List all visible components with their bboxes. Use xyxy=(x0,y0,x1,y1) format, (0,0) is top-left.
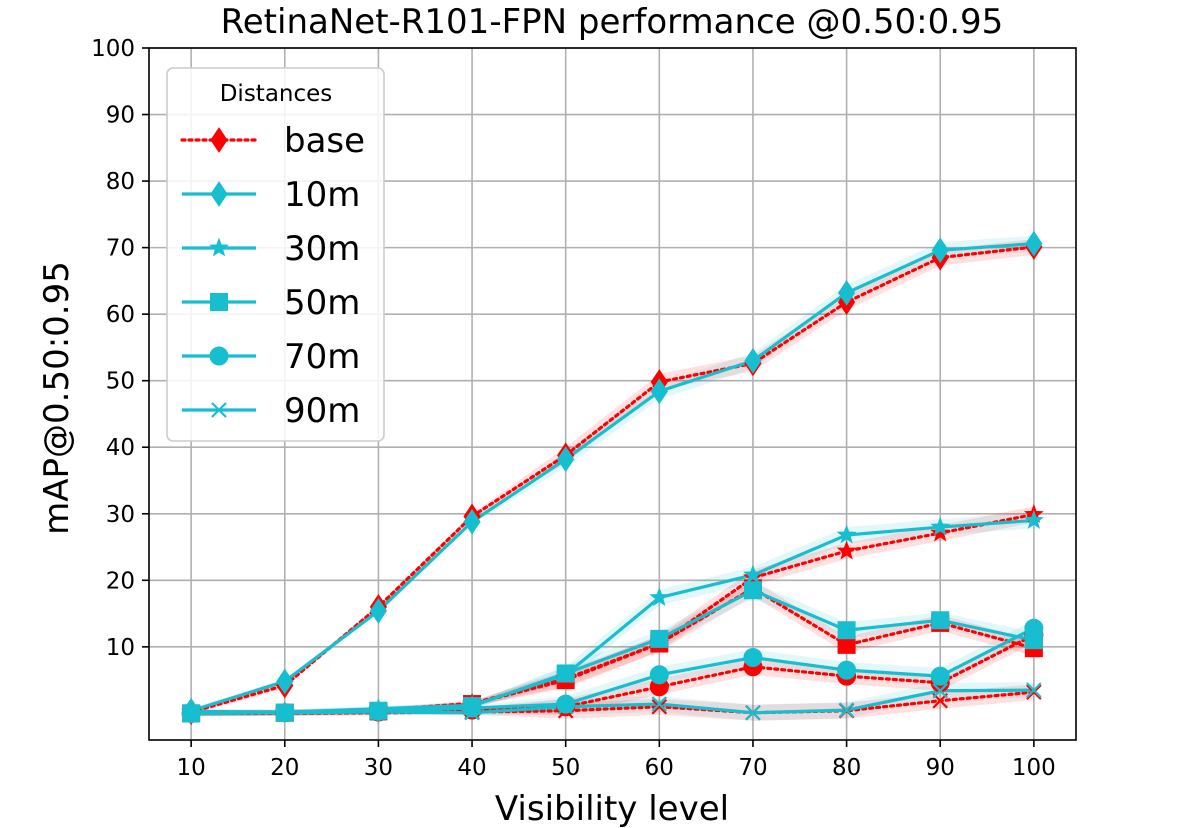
data-point xyxy=(1026,682,1042,698)
data-point xyxy=(745,704,761,721)
y-tick-label: 10 xyxy=(106,635,135,661)
data-point xyxy=(1026,684,1042,700)
legend-label: 50m xyxy=(284,283,360,323)
data-point xyxy=(649,665,669,685)
y-tick-label: 50 xyxy=(106,369,135,395)
y-tick-label: 70 xyxy=(106,236,135,262)
data-point xyxy=(743,581,762,600)
x-tick-label: 100 xyxy=(1012,755,1056,781)
data-point xyxy=(556,664,575,683)
legend: Distances base 10m 30m 50m 70m 90m xyxy=(166,67,385,442)
x-tick-label: 50 xyxy=(551,755,580,781)
y-tick-label: 100 xyxy=(91,36,135,62)
data-point xyxy=(651,696,668,712)
data-point xyxy=(557,446,575,473)
legend-label: 70m xyxy=(284,337,360,377)
data-point xyxy=(836,540,857,560)
data-point xyxy=(651,698,668,715)
series-markers xyxy=(181,230,1044,725)
data-point xyxy=(369,598,388,624)
data-point xyxy=(744,347,762,374)
x-tick-label: 70 xyxy=(738,755,767,781)
data-point xyxy=(836,524,857,544)
data-point xyxy=(650,378,668,405)
series-band xyxy=(191,580,1034,717)
x-tick-label: 20 xyxy=(270,755,299,781)
legend-marker xyxy=(210,127,228,153)
x-axis-label: Visibility level xyxy=(495,789,729,828)
data-point xyxy=(837,279,856,306)
data-point xyxy=(930,666,950,686)
x-tick-label: 10 xyxy=(176,755,205,781)
data-point xyxy=(838,702,855,718)
data-point xyxy=(1024,618,1044,638)
legend-marker xyxy=(210,293,228,311)
y-tick-label: 30 xyxy=(106,502,135,528)
data-point xyxy=(930,516,951,536)
legend-marker xyxy=(209,237,229,257)
x-axis-ticks: 10 20 30 40 50 60 70 80 90 100 xyxy=(176,740,1056,781)
data-point xyxy=(930,522,951,542)
data-point xyxy=(837,660,857,680)
legend-items: base 10m 30m 50m 70m 90m xyxy=(180,121,365,431)
legend-label: base xyxy=(284,121,365,161)
y-tick-label: 60 xyxy=(106,302,135,328)
y-axis-label: mAP@0.50:0.95 xyxy=(37,261,77,535)
data-point xyxy=(650,629,669,648)
data-point xyxy=(931,237,949,264)
data-point xyxy=(370,704,387,720)
data-point xyxy=(183,705,199,722)
series-line xyxy=(191,688,1034,715)
legend-label: 10m xyxy=(284,175,360,215)
data-point xyxy=(743,647,763,667)
data-point xyxy=(1023,510,1044,529)
legend-title: Distances xyxy=(220,81,333,107)
chart-title: RetinaNet-R101-FPN performance @0.50:0.9… xyxy=(221,2,1004,42)
y-tick-label: 20 xyxy=(106,568,135,594)
series-band xyxy=(191,582,1034,717)
x-tick-label: 90 xyxy=(926,755,955,781)
data-point xyxy=(837,621,856,640)
legend-marker xyxy=(210,181,228,207)
x-tick-label: 80 xyxy=(832,755,861,781)
y-tick-label: 40 xyxy=(106,435,135,461)
data-point xyxy=(463,508,481,535)
series-line xyxy=(190,242,1034,713)
y-tick-label: 80 xyxy=(106,169,135,195)
y-tick-label: 90 xyxy=(106,103,135,129)
series-lines xyxy=(189,242,1036,715)
legend-label: 30m xyxy=(284,229,360,269)
x-tick-label: 30 xyxy=(364,755,393,781)
legend-label: 90m xyxy=(284,391,360,431)
data-point xyxy=(649,587,670,607)
data-point xyxy=(932,682,949,699)
data-point xyxy=(464,704,480,721)
data-point xyxy=(462,698,482,718)
data-point xyxy=(557,698,574,715)
data-point xyxy=(556,694,576,714)
data-point xyxy=(1025,230,1043,257)
data-point xyxy=(276,704,293,721)
y-axis-ticks: 10 20 30 40 50 60 70 80 90 100 xyxy=(91,36,149,661)
x-tick-label: 40 xyxy=(457,755,486,781)
data-point xyxy=(743,564,763,584)
legend-marker xyxy=(209,346,229,366)
plot-frame xyxy=(148,47,1077,741)
data-point xyxy=(276,668,294,695)
data-point xyxy=(931,611,950,630)
x-tick-label: 60 xyxy=(645,755,674,781)
legend-marker xyxy=(211,402,227,418)
